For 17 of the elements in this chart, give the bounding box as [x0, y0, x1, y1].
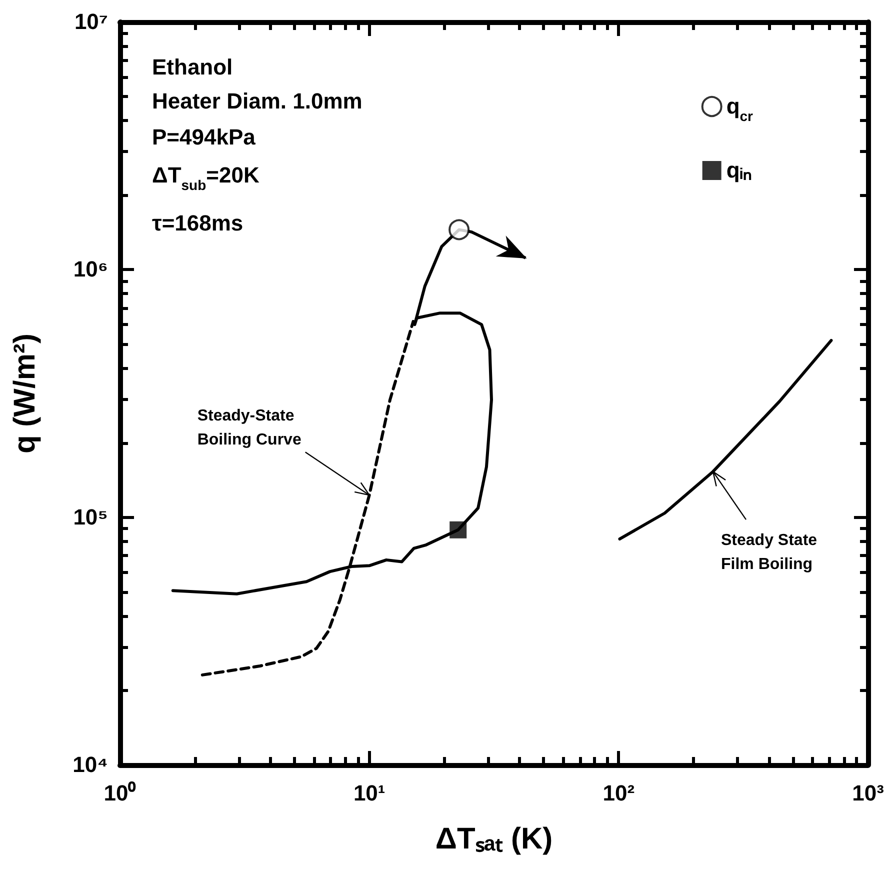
x-tick-label: 10²	[602, 780, 635, 806]
legend-label: qᵢₙ	[726, 158, 752, 182]
x-axis-title: ΔTₛₐₜ (K)	[435, 822, 553, 856]
annotation: Ethanol	[152, 54, 233, 80]
annotation: τ=168ms	[152, 210, 244, 236]
y-axis-title: q (W/m²)	[8, 334, 42, 454]
y-tick-label: 10⁴	[72, 752, 108, 777]
y-tick-label: 10⁷	[74, 9, 108, 34]
annotation: Heater Diam. 1.0mm	[152, 88, 362, 114]
y-tick-label: 10⁵	[73, 504, 108, 530]
annotation: Steady-State Boiling Curve	[197, 408, 302, 449]
annotation: P=494kPa	[152, 124, 256, 150]
x-tick-label: 10¹	[353, 780, 386, 806]
x-tick-label: 10³	[852, 780, 884, 806]
y-tick-label: 10⁶	[73, 256, 108, 282]
annotation: Steady State Film Boiling	[721, 532, 818, 574]
x-tick-label: 10⁰	[104, 780, 136, 806]
